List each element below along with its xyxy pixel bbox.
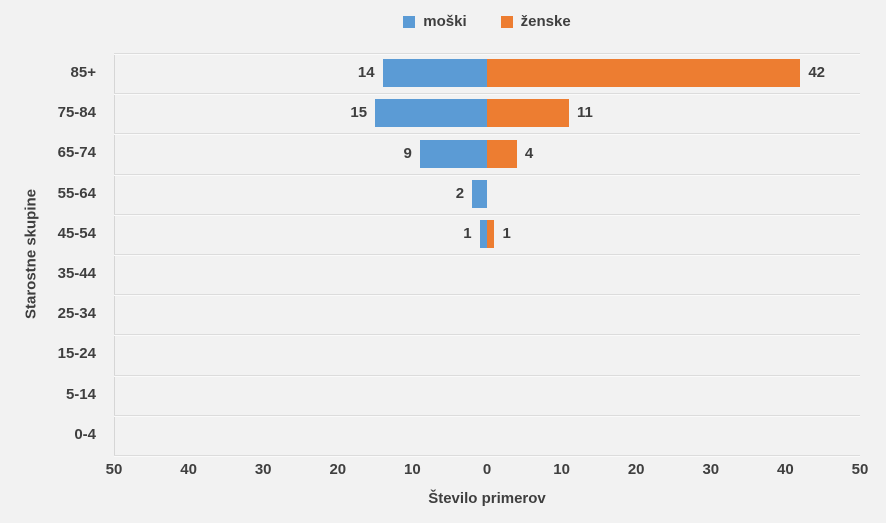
x-tick-label: 10 (553, 461, 570, 478)
bar-moški-65-74 (419, 139, 487, 168)
gridline (114, 214, 860, 215)
category-label-35-44: 35-44 (57, 265, 96, 282)
category-label-25-34: 25-34 (57, 305, 96, 323)
legend-label-moski: moški (423, 13, 467, 30)
x-tick-label: 50 (105, 461, 123, 478)
gridline (114, 254, 860, 255)
plot-area: 14 42 15 11 9 4 2 1 1 (114, 53, 860, 456)
category-label-75-84: 75-84 (57, 104, 96, 122)
x-tick-label: 40 (777, 461, 794, 478)
x-axis-tick-labels: 50 40 30 20 10 0 10 20 30 40 50 (106, 461, 869, 479)
x-tick-label: 20 (329, 461, 347, 478)
legend-swatch-moski-icon (403, 15, 416, 28)
gridline (114, 334, 860, 335)
bar-ženske-45-54 (487, 219, 495, 248)
bar-label-ženske-45-54: 1 (502, 224, 511, 242)
bar-label-ženske-65-74: 4 (524, 144, 534, 162)
legend-label-zenske: ženske (520, 13, 571, 30)
y-axis-category-labels: 85+ 75-84 65-74 55-64 45-54 35-44 25-34 15-24 5-… (0, 53, 105, 455)
gridline (114, 415, 860, 416)
bar-label-moški-45-54: 1 (463, 224, 472, 242)
bar-label-ženske-85+: 42 (808, 64, 825, 82)
bar-label-ženske-75-84: 11 (577, 104, 593, 122)
category-label-5-14: 5-14 (65, 385, 96, 403)
x-tick-label: 40 (180, 461, 197, 478)
legend-item-moski: moški (403, 13, 467, 30)
gridline (114, 133, 860, 134)
x-tick-label: 10 (404, 461, 421, 478)
bar-moški-85+ (382, 59, 487, 88)
x-tick-label: 20 (627, 461, 645, 478)
gridline (114, 294, 860, 295)
x-tick-label: 30 (254, 461, 272, 478)
bar-label-moški-55-64: 2 (455, 184, 465, 202)
legend-item-zenske: ženske (500, 13, 571, 30)
bar-moški-45-54 (479, 219, 487, 248)
bar-ženske-85+ (487, 59, 801, 88)
gridline (114, 455, 860, 456)
category-label-55-64: 55-64 (57, 184, 96, 202)
legend: moški ženske (114, 13, 860, 30)
gridline (114, 174, 860, 175)
bar-ženske-75-84 (487, 99, 570, 128)
category-label-45-54: 45-54 (57, 224, 96, 242)
bar-ženske-65-74 (487, 139, 517, 168)
bar-moški-75-84 (375, 99, 487, 128)
x-tick-label: 30 (702, 461, 720, 478)
category-label-15-24: 15-24 (57, 345, 96, 363)
category-label-0-4: 0-4 (74, 425, 96, 443)
gridline (114, 375, 860, 376)
category-label-65-74: 65-74 (57, 144, 96, 162)
legend-swatch-zenske-icon (500, 15, 513, 28)
bar-label-moški-65-74: 9 (403, 144, 412, 162)
category-label-85+: 85+ (70, 64, 96, 81)
gridline (114, 53, 860, 54)
x-axis-title: Število primerov (428, 490, 546, 507)
bar-label-moški-75-84: 15 (350, 104, 368, 122)
x-tick-label: 0 (482, 461, 492, 478)
x-tick-label: 50 (851, 461, 869, 478)
bar-label-moški-85+: 14 (357, 64, 375, 82)
gridline (114, 93, 860, 94)
bar-moški-55-64 (472, 179, 487, 208)
